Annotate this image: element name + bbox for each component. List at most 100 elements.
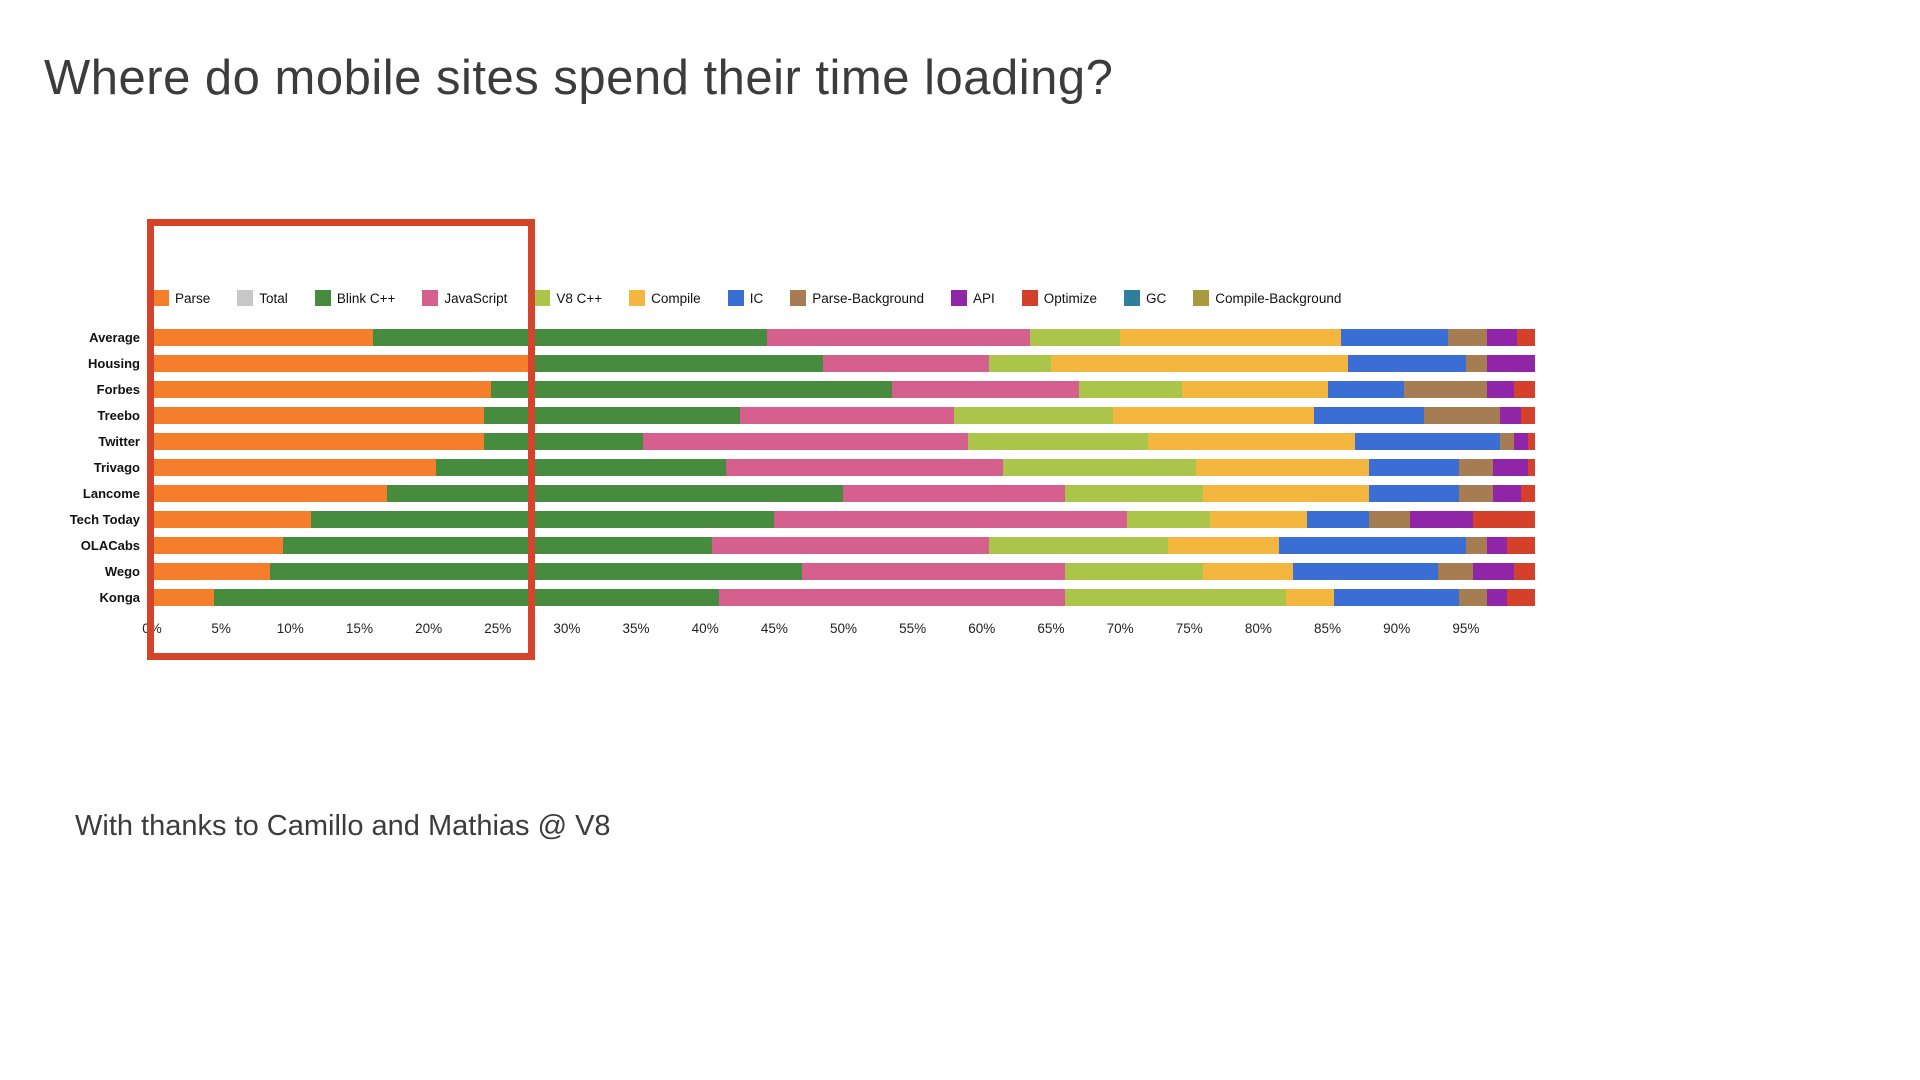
bar-segment-javascript — [774, 511, 1127, 528]
legend-item-ic: IC — [727, 290, 763, 306]
legend-label: JavaScript — [444, 290, 508, 306]
bar-segment-ic — [1292, 563, 1439, 580]
bar-segment-ic — [1369, 485, 1459, 502]
bar-segment-v8-c — [967, 433, 1148, 450]
bar-segment-compile — [1050, 355, 1349, 372]
bar-segment-v8-c — [1030, 329, 1121, 346]
bar-segment-optimize — [1507, 589, 1535, 606]
category-label: Trivago — [93, 460, 140, 475]
bar-segment-optimize — [1521, 485, 1535, 502]
category-label: Average — [89, 330, 140, 345]
bar-segment-compile — [1196, 459, 1369, 476]
bar-segment-api — [1486, 537, 1508, 554]
bar-segment-blink-c — [483, 433, 643, 450]
bar-row-average: Average — [89, 329, 1535, 346]
legend-swatch — [1124, 290, 1141, 306]
bar-segment-api — [1472, 563, 1515, 580]
category-label: Forbes — [96, 382, 140, 397]
legend-label: Parse-Background — [812, 290, 924, 306]
bar-segment-javascript — [739, 407, 955, 424]
bar-segment-api — [1486, 355, 1535, 372]
x-tick-label: 80% — [1244, 621, 1272, 636]
category-label: Housing — [88, 356, 140, 371]
bar-segment-v8-c — [1064, 589, 1287, 606]
bar-row-forbes: Forbes — [97, 381, 1535, 398]
legend-swatch — [314, 290, 331, 306]
bar-segment-optimize — [1528, 459, 1535, 476]
bar-segment-javascript — [843, 485, 1065, 502]
bar-segment-parse-background — [1458, 485, 1494, 502]
bar-segment-parse — [152, 355, 533, 372]
bar-segment-blink-c — [387, 485, 844, 502]
category-label: Treebo — [97, 408, 140, 423]
bar-segment-ic — [1279, 537, 1466, 554]
bar-segment-api — [1410, 511, 1473, 528]
bar-segment-parse — [152, 563, 270, 580]
credit-text: With thanks to Camillo and Mathias @ V8 — [75, 810, 611, 842]
legend-item-compile: Compile — [629, 290, 701, 306]
bar-segment-api — [1493, 485, 1522, 502]
bar-segment-v8-c — [988, 355, 1051, 372]
bar-segment-parse-background — [1458, 459, 1494, 476]
bar-segment-compile — [1286, 589, 1335, 606]
bar-segment-parse-background — [1465, 537, 1487, 554]
bar-segment-optimize — [1514, 381, 1535, 398]
x-tick-label: 0% — [142, 621, 162, 636]
bar-segment-compile — [1203, 485, 1369, 502]
x-tick-label: 50% — [829, 621, 858, 636]
bar-segment-v8-c — [1002, 459, 1197, 476]
bar-segment-parse — [152, 511, 312, 528]
x-tick-label: 35% — [622, 621, 650, 636]
bar-segment-compile — [1120, 329, 1342, 346]
legend-item-api: API — [951, 290, 995, 306]
x-tick-label: 40% — [691, 621, 719, 636]
legend-label: Compile-Background — [1215, 290, 1342, 306]
bar-segment-api — [1486, 589, 1508, 606]
bar-segment-blink-c — [269, 563, 802, 580]
bar-segment-compile — [1147, 433, 1356, 450]
x-tick-label: 55% — [899, 621, 927, 636]
x-tick-label: 75% — [1175, 621, 1203, 636]
legend-label: GC — [1146, 290, 1167, 306]
x-tick-label: 10% — [276, 621, 304, 636]
x-tick-label: 45% — [760, 621, 788, 636]
bar-segment-blink-c — [373, 329, 768, 346]
legend-item-optimize: Optimize — [1021, 290, 1098, 306]
bar-segment-ic — [1334, 589, 1459, 606]
bar-segment-parse — [152, 381, 491, 398]
x-tick-label: 15% — [345, 621, 373, 636]
bar-segment-optimize — [1472, 511, 1535, 528]
bar-segment-compile — [1113, 407, 1314, 424]
bar-row-treebo: Treebo — [97, 407, 1535, 424]
legend-swatch — [422, 290, 439, 306]
bar-segment-api — [1493, 459, 1529, 476]
legend-item-blink-c: Blink C++ — [314, 290, 395, 306]
bar-segment-ic — [1348, 355, 1466, 372]
bar-segment-parse-background — [1424, 407, 1501, 424]
category-label: Lancome — [82, 486, 140, 501]
bar-segment-optimize — [1521, 407, 1535, 424]
category-label: OLACabs — [80, 538, 140, 553]
bar-segment-v8-c — [1078, 381, 1183, 398]
legend-item-gc: GC — [1124, 290, 1166, 306]
legend-item-v8-c: V8 C++ — [534, 290, 602, 306]
bar-row-lancome: Lancome — [83, 485, 1535, 502]
x-axis: 0% 5% 10% 15% 20% 25% 30% 35% 40% 45% 50% 55% 60% 65%… — [142, 621, 1535, 641]
bar-segment-api — [1486, 329, 1517, 346]
legend-item-compile-background: Compile-Background — [1193, 290, 1341, 306]
bar-segment-javascript — [712, 537, 989, 554]
legend-item-parse: Parse — [153, 290, 210, 306]
x-tick-label: 30% — [553, 621, 581, 636]
bar-segment-api — [1500, 407, 1522, 424]
category-label: Wego — [104, 564, 140, 579]
page-title: Where do mobile sites spend their time l… — [44, 51, 1114, 105]
bar-segment-optimize — [1514, 563, 1535, 580]
legend-label: Optimize — [1043, 290, 1098, 306]
bar-segment-ic — [1341, 329, 1448, 346]
legend-item-parse-background: Parse-Background — [790, 290, 924, 306]
bar-segment-javascript — [822, 355, 989, 372]
bar-segment-v8-c — [1064, 485, 1204, 502]
legend-item-javascript: JavaScript — [422, 290, 507, 306]
bar-row-housing: Housing — [88, 355, 1535, 372]
legend-swatch — [629, 290, 646, 306]
